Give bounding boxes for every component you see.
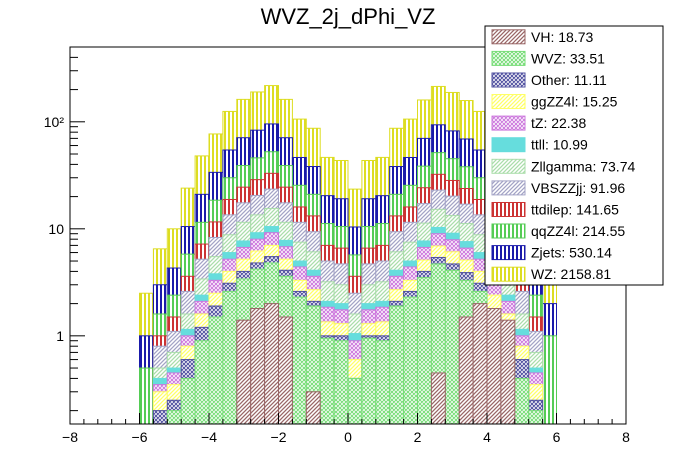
chart-title: WVZ_2j_dPhi_VZ bbox=[261, 4, 436, 29]
legend-label: ttdilep: 141.65 bbox=[531, 202, 619, 218]
legend-label: tZ: 22.38 bbox=[531, 115, 586, 131]
bar-VH-8 bbox=[236, 319, 252, 424]
legend-label: Zllgamma: 73.74 bbox=[531, 158, 635, 174]
bar-qqZZ4l-30 bbox=[542, 335, 557, 424]
bar-VH-25 bbox=[472, 303, 488, 424]
bar-WVZ-28 bbox=[514, 377, 530, 424]
legend-swatch bbox=[491, 137, 526, 153]
x-tick-label: −2 bbox=[271, 429, 287, 445]
bars-clip-group bbox=[139, 85, 557, 424]
bar-WVZ-4 bbox=[180, 377, 196, 424]
legend-entry-tZ: tZ: 22.38 bbox=[491, 115, 586, 131]
legend-swatch bbox=[491, 180, 526, 196]
y-tick-label: 10² bbox=[44, 114, 65, 130]
legend-entry-WVZ: WVZ: 33.51 bbox=[491, 50, 605, 66]
legend-entry-Zjets: Zjets: 530.14 bbox=[491, 245, 612, 261]
legend-entry-VBSZZjj: VBSZZjj: 91.96 bbox=[491, 180, 625, 196]
x-tick-label: −8 bbox=[62, 429, 78, 445]
bar-WVZ-14 bbox=[319, 337, 335, 424]
x-tick-label: 0 bbox=[344, 429, 352, 445]
legend-label: VBSZZjj: 91.96 bbox=[531, 180, 625, 196]
bar-VH-13 bbox=[305, 391, 321, 424]
legend-entry-qqZZ4l: qqZZ4l: 214.55 bbox=[491, 223, 625, 239]
legend: VH: 18.73 WVZ: 33.51 Other: 11.11 ggZZ4l: 1… bbox=[484, 25, 664, 286]
legend-entry-Zllgamma: Zllgamma: 73.74 bbox=[491, 158, 635, 174]
legend-swatch bbox=[491, 115, 526, 131]
x-tick-label: 8 bbox=[622, 429, 630, 445]
x-tick-label: −4 bbox=[201, 429, 217, 445]
bar-Other-2 bbox=[152, 410, 168, 424]
legend-label: Zjets: 530.14 bbox=[531, 245, 612, 261]
legend-swatch bbox=[491, 223, 526, 239]
bar-VH-24 bbox=[458, 316, 474, 424]
bar-qqZZ4l-1 bbox=[139, 367, 154, 424]
legend-swatch bbox=[491, 266, 526, 282]
bar-WVZ-12 bbox=[291, 296, 307, 424]
bar-WVZ-29 bbox=[528, 410, 544, 424]
legend-swatch bbox=[491, 72, 526, 88]
legend-label: Other: 11.11 bbox=[531, 72, 607, 88]
legend-label: WVZ: 33.51 bbox=[531, 50, 605, 66]
legend-swatch bbox=[491, 94, 526, 109]
bar-WVZ-18 bbox=[375, 340, 391, 424]
bar-VH-27 bbox=[500, 319, 516, 424]
bar-WVZ-15 bbox=[333, 340, 349, 424]
bar-VH-11 bbox=[278, 316, 293, 424]
legend-label: VH: 18.73 bbox=[531, 29, 593, 45]
bar-WVZ-16 bbox=[347, 377, 363, 424]
bar-WVZ-23 bbox=[444, 269, 460, 424]
legend-swatch bbox=[491, 50, 526, 66]
x-tick-label: 2 bbox=[414, 429, 422, 445]
y-tick-label: 10 bbox=[48, 221, 64, 237]
bar-VH-22 bbox=[430, 372, 446, 424]
legend-swatch bbox=[491, 29, 526, 45]
bar-WVZ-21 bbox=[417, 277, 432, 424]
legend-label: WZ: 2158.81 bbox=[531, 266, 611, 282]
legend-entry-ttll: ttll: 10.99 bbox=[491, 137, 588, 153]
legend-entry-Other: Other: 11.11 bbox=[491, 72, 607, 88]
legend-entry-ggZZ4l: ggZZ4l: 15.25 bbox=[491, 94, 618, 110]
legend-swatch bbox=[491, 158, 526, 174]
legend-entry-VH: VH: 18.73 bbox=[491, 29, 593, 45]
bar-VH-9 bbox=[250, 308, 266, 424]
bar-WVZ-5 bbox=[194, 340, 210, 424]
x-tick-label: 6 bbox=[553, 429, 561, 445]
legend-box bbox=[484, 25, 664, 286]
legend-entry-ttdilep: ttdilep: 141.65 bbox=[491, 202, 619, 218]
bar-WVZ-19 bbox=[389, 305, 405, 424]
legend-entry-WZ: WZ: 2158.81 bbox=[491, 266, 611, 282]
legend-swatch bbox=[491, 202, 526, 217]
bar-WVZ-20 bbox=[403, 296, 419, 424]
x-tick-label: 4 bbox=[483, 429, 491, 445]
series-VH bbox=[236, 303, 516, 424]
bar-WVZ-3 bbox=[166, 410, 182, 424]
legend-label: ttll: 10.99 bbox=[531, 137, 588, 153]
bar-VH-10 bbox=[264, 303, 280, 424]
legend-label: ggZZ4l: 15.25 bbox=[531, 94, 618, 110]
bars-layer bbox=[139, 85, 557, 424]
legend-label: qqZZ4l: 214.55 bbox=[531, 223, 625, 239]
bar-WVZ-6 bbox=[208, 316, 224, 424]
y-tick-label: 1 bbox=[56, 328, 64, 344]
bar-VH-26 bbox=[486, 308, 502, 424]
x-tick-label: −6 bbox=[132, 429, 148, 445]
bar-WVZ-7 bbox=[222, 290, 238, 424]
legend-swatch bbox=[491, 245, 526, 261]
bar-WVZ-17 bbox=[361, 337, 377, 424]
